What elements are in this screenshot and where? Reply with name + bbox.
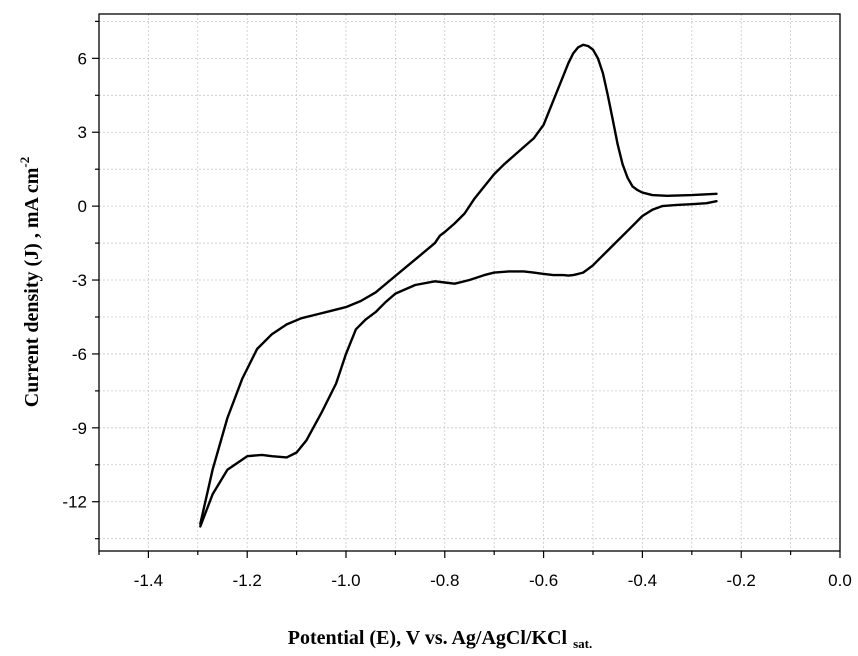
y-tick-label: 6 bbox=[78, 49, 87, 68]
axis-ticks bbox=[92, 20, 841, 558]
tick-labels: -1.4 -1.2 -1.0 -0.8 -0.6 -0.4 -0.2 0.0 -12 -9 -6 -3… bbox=[62, 49, 851, 590]
plot-frame bbox=[98, 13, 841, 552]
x-axis-title-subscript: sat. bbox=[573, 636, 592, 651]
x-tick-label: -0.4 bbox=[628, 571, 657, 590]
y-tick-label: 0 bbox=[78, 197, 87, 216]
x-tick-label: -1.2 bbox=[233, 571, 262, 590]
grid-lines bbox=[98, 14, 841, 551]
x-tick-label: -1.0 bbox=[331, 571, 360, 590]
cv-branch-anodic bbox=[199, 43, 718, 526]
x-tick-label: -0.8 bbox=[430, 571, 459, 590]
x-tick-label: -0.2 bbox=[727, 571, 756, 590]
x-tick-label: 0.0 bbox=[828, 571, 852, 590]
y-tick-label: -6 bbox=[72, 345, 87, 364]
y-tick-label: -3 bbox=[72, 271, 87, 290]
x-tick-label: -1.4 bbox=[134, 571, 163, 590]
y-axis-title: Current density (J) , mA cm-2 bbox=[17, 157, 43, 407]
y-axis-title-main: Current density (J) , mA cm bbox=[21, 167, 43, 407]
y-axis-title-superscript: -2 bbox=[17, 157, 32, 168]
data-series bbox=[199, 43, 718, 528]
y-tick-label: -12 bbox=[62, 493, 87, 512]
y-tick-label: -9 bbox=[72, 419, 87, 438]
x-tick-label: -0.6 bbox=[529, 571, 558, 590]
cv-branch-cathodic bbox=[199, 200, 718, 528]
y-tick-label: 3 bbox=[78, 123, 87, 142]
x-axis-title: Potential (E), V vs. Ag/AgCl/KCl sat. bbox=[288, 627, 592, 651]
x-axis-title-main: Potential (E), V vs. Ag/AgCl/KCl bbox=[288, 627, 568, 649]
